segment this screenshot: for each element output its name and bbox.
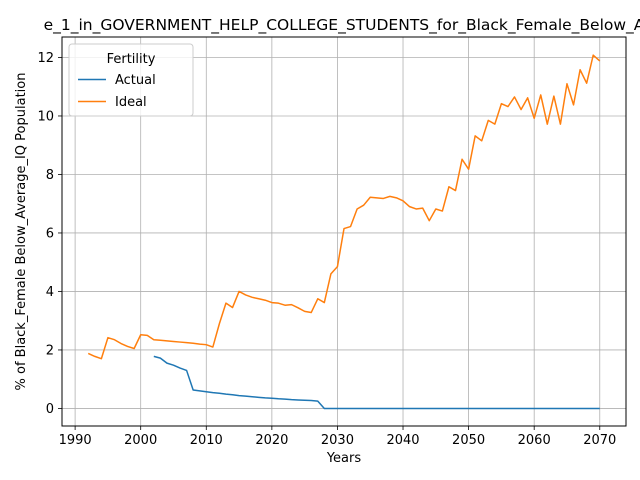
y-tick-label: 12 [37,51,54,66]
plot-frame [61,36,627,427]
x-axis-label: Years [326,451,362,466]
y-tick-label: 0 [46,402,54,417]
y-tick-label: 6 [46,226,54,241]
legend-items: Actual Ideal [78,73,156,110]
axis-ticks: 1990 2000 2010 2020 2030 2040 2050 2060 2070 0 2 4 6… [37,51,616,448]
y-tick-label: 10 [37,109,54,124]
chart-title: e_1_in_GOVERNMENT_HELP_COLLEGE_STUDENTS_… [44,16,640,35]
x-tick-label: 2040 [386,433,419,448]
series-line-actual [153,355,600,410]
y-tick-label: 2 [46,343,54,358]
legend-box [68,43,194,117]
legend-title: Fertility [107,52,156,67]
series-lines [87,54,601,410]
x-tick-label: 2020 [255,433,288,448]
legend: Fertility Actual Ideal [68,43,194,117]
legend-label-actual: Actual [115,73,156,88]
y-axis-label: % of Black_Female Below_Average_IQ Popul… [14,73,29,391]
legend-label-ideal: Ideal [115,95,147,110]
x-tick-label: 2050 [452,433,485,448]
x-tick-label: 2010 [190,433,223,448]
x-tick-label: 2030 [321,433,354,448]
x-tick-label: 2070 [583,433,616,448]
y-tick-label: 4 [46,285,54,300]
x-tick-label: 1990 [59,433,92,448]
series-line-ideal [87,54,601,360]
y-tick-label: 8 [46,168,54,183]
x-tick-label: 2060 [518,433,551,448]
x-tick-label: 2000 [124,433,157,448]
